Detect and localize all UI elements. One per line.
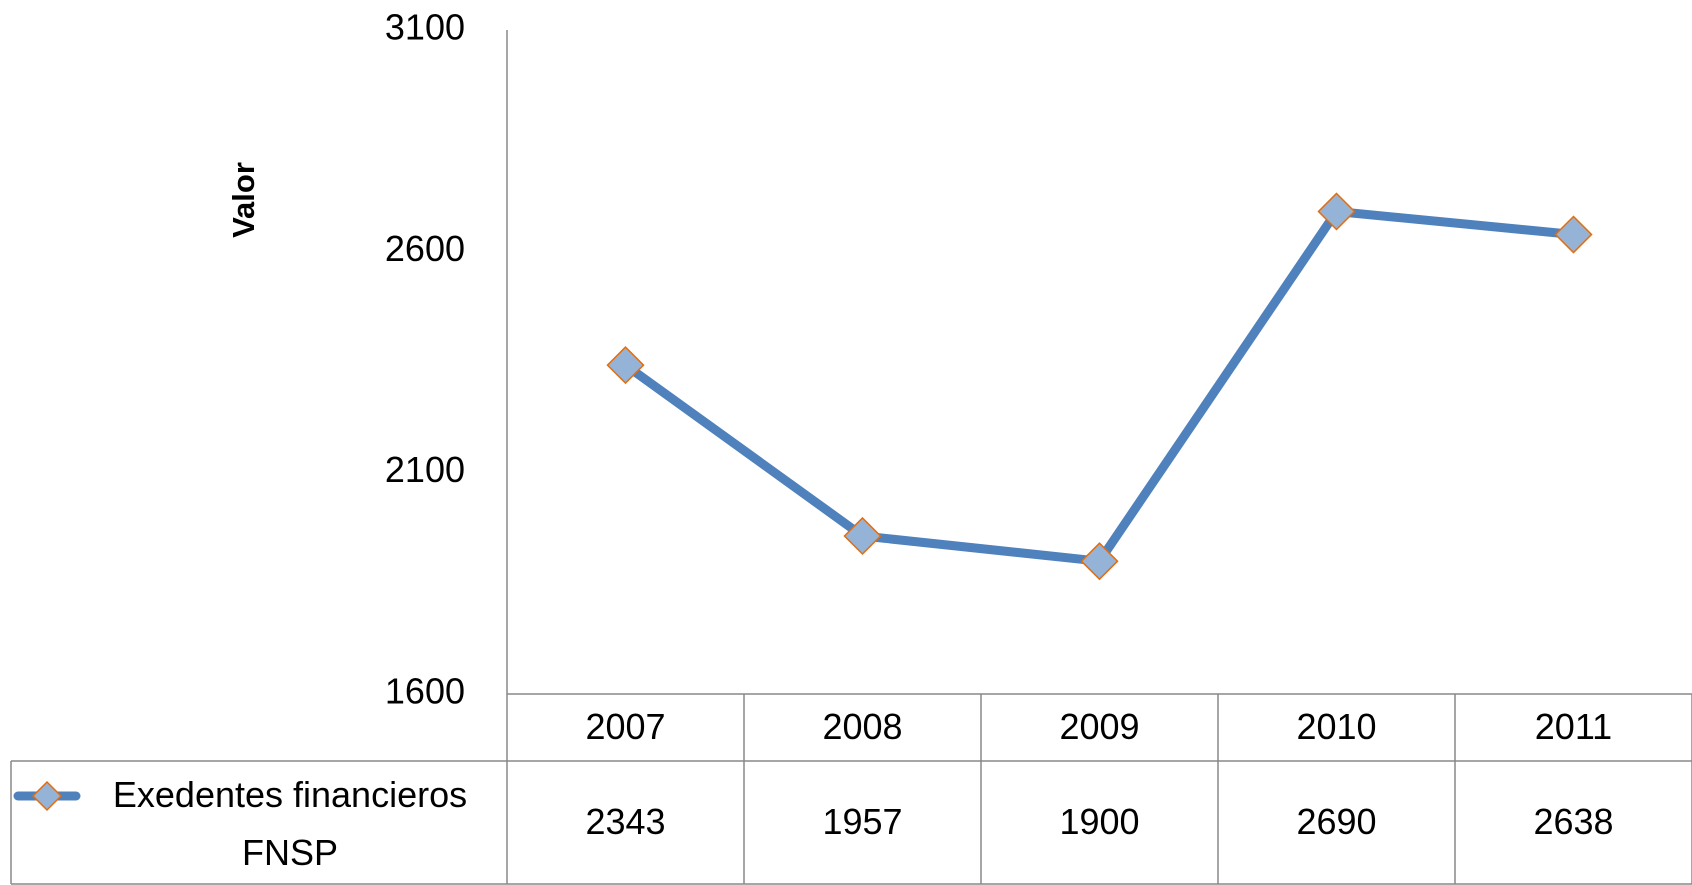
x-tick-label: 2008 <box>822 706 902 747</box>
y-tick-label: 2600 <box>385 228 465 269</box>
table-value: 2343 <box>585 801 665 842</box>
legend-label: Exedentes financieros FNSP <box>112 774 468 873</box>
y-axis-label: Valor <box>226 162 261 238</box>
marker <box>1317 192 1356 231</box>
y-tick-label: 2100 <box>385 449 465 490</box>
marker <box>1554 215 1593 254</box>
legend-key-marker <box>31 780 63 812</box>
table-value: 1957 <box>822 801 902 842</box>
y-tick-label: 1600 <box>385 671 465 712</box>
series-line <box>622 206 1574 566</box>
x-tick-label: 2011 <box>1535 706 1612 747</box>
marker <box>843 516 882 556</box>
marker <box>1080 542 1119 581</box>
marker <box>606 346 645 385</box>
table-value: 2690 <box>1296 801 1376 842</box>
table-value: 2638 <box>1533 801 1613 842</box>
table-value: 1900 <box>1059 801 1139 842</box>
x-tick-label: 2007 <box>585 706 665 747</box>
y-tick-label: 3100 <box>385 7 465 48</box>
x-tick-label: 2010 <box>1296 706 1376 747</box>
x-tick-label: 2009 <box>1059 706 1139 747</box>
